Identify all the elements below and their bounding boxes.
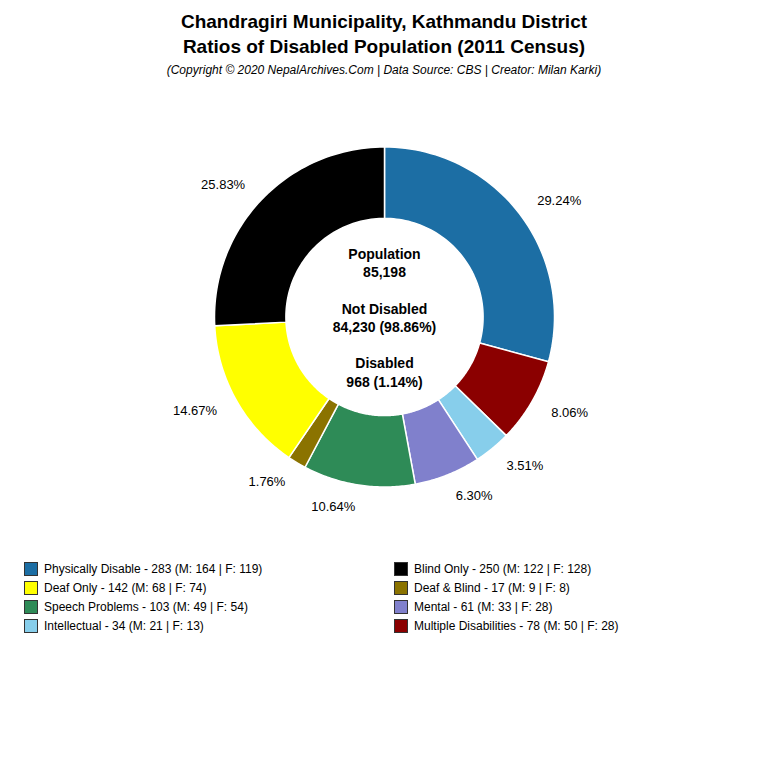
svg-text:29.24%: 29.24% bbox=[537, 193, 582, 208]
svg-text:14.67%: 14.67% bbox=[173, 404, 218, 419]
svg-text:3.51%: 3.51% bbox=[506, 458, 543, 473]
html-text:Deaf Only - 142 (M: 68 | F: 74: Deaf Only - 142 (M: 68 | F: 74) bbox=[44, 581, 207, 596]
svg-text:25.83%: 25.83% bbox=[201, 177, 246, 192]
svg-text:6.30%: 6.30% bbox=[456, 488, 493, 503]
html-text:Physically Disable - 283 (M: 1: Physically Disable - 283 (M: 164 | F: 11… bbox=[44, 562, 263, 577]
html-text:Blind Only - 250 (M: 122 | F:: Blind Only - 250 (M: 122 | F: 128) bbox=[414, 562, 592, 577]
svg-text:Population85,198Not Disabled84: Population85,198Not Disabled84,230 (98.8… bbox=[333, 246, 437, 389]
svg-text:1.76%: 1.76% bbox=[249, 474, 286, 489]
html-text:Intellectual - 34 (M: 21 | F:: Intellectual - 34 (M: 21 | F: 13) bbox=[44, 619, 204, 634]
html-text:Multiple Disabilities - 78 (M:: Multiple Disabilities - 78 (M: 50 | F: 2… bbox=[414, 619, 619, 634]
svg-text:10.64%: 10.64% bbox=[311, 499, 356, 514]
svg-text:8.06%: 8.06% bbox=[551, 405, 588, 420]
html-text:Chandragiri Municipality, Kath: Chandragiri Municipality, Kathmandu Dist… bbox=[181, 11, 587, 57]
html-text:(Copyright © 2020 NepalArchive: (Copyright © 2020 NepalArchives.Com | Da… bbox=[166, 63, 602, 78]
html-text:Deaf & Blind - 17 (M: 9 | F: 8: Deaf & Blind - 17 (M: 9 | F: 8) bbox=[414, 581, 570, 596]
html-text:Mental - 61 (M: 33 | F: 28): Mental - 61 (M: 33 | F: 28) bbox=[414, 600, 553, 615]
html-text:Speech Problems - 103 (M: 49 |: Speech Problems - 103 (M: 49 | F: 54) bbox=[44, 600, 248, 615]
